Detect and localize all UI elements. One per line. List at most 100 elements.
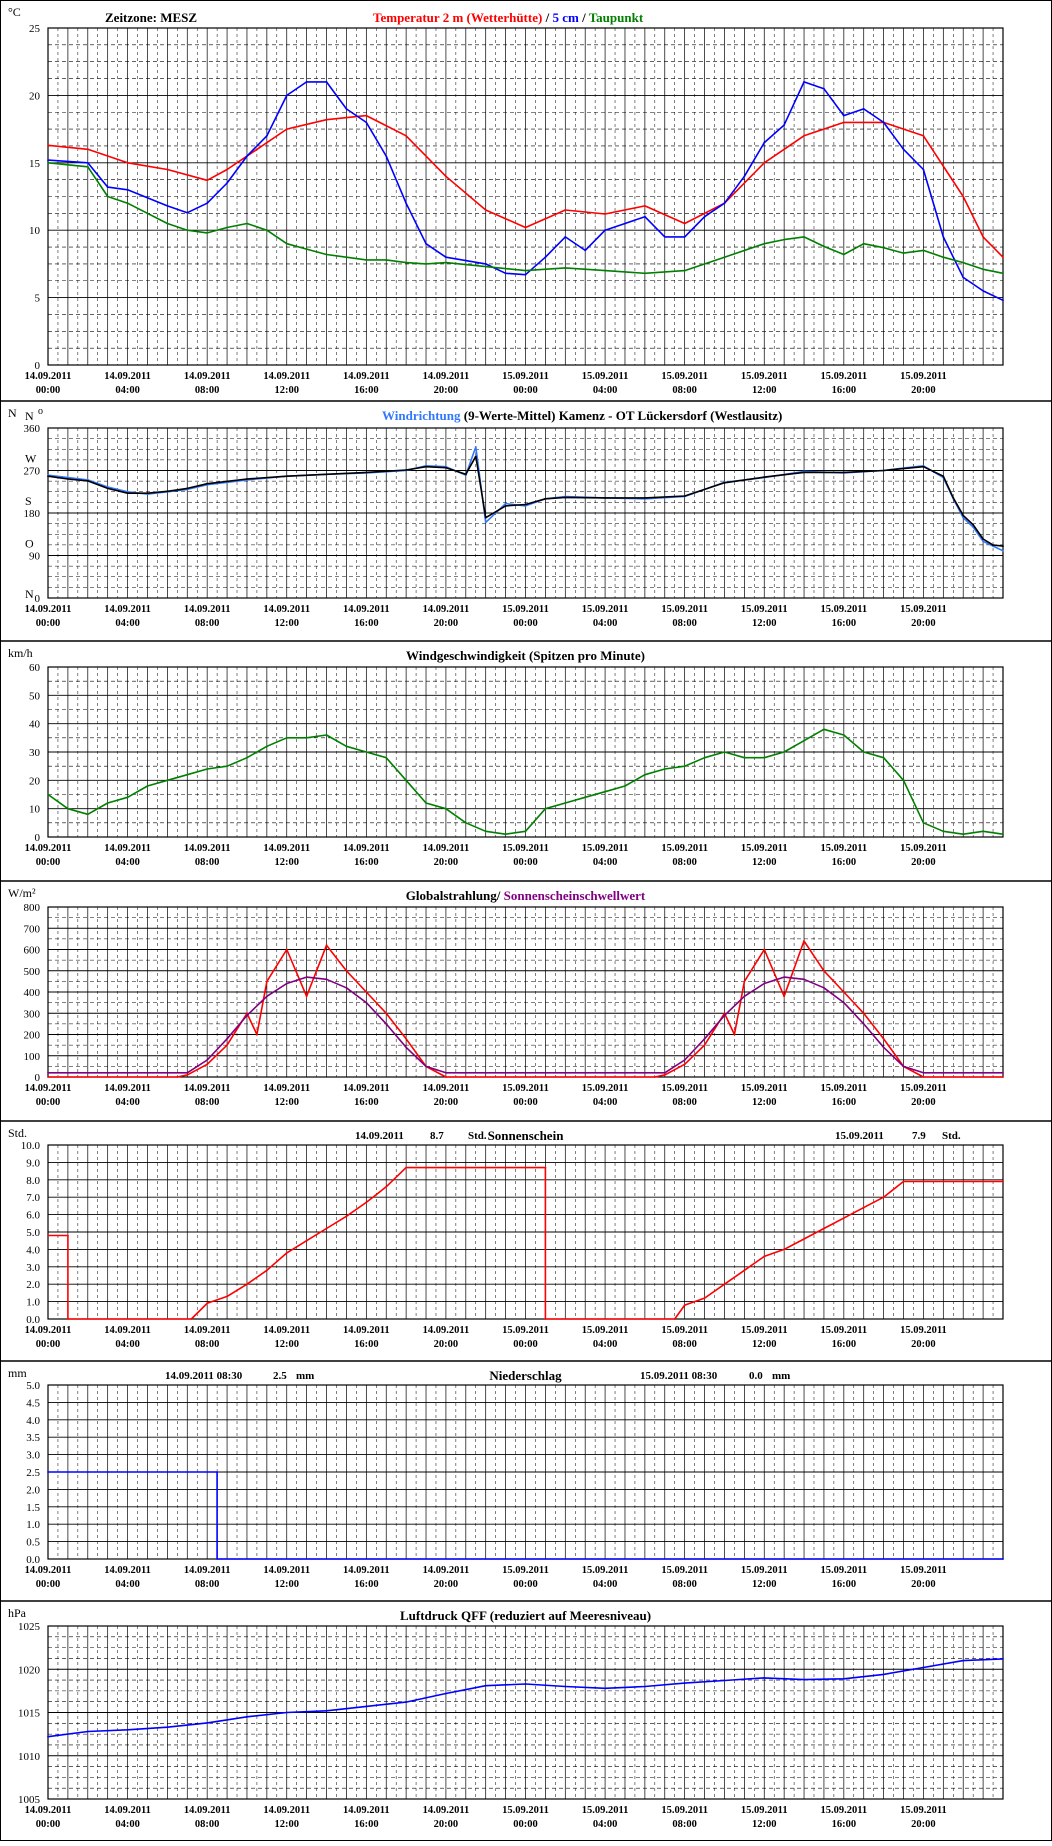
data-point xyxy=(842,471,845,474)
data-point xyxy=(982,236,984,238)
x-tick-time: 20:00 xyxy=(911,385,936,396)
summary-value: 2.5 xyxy=(273,1370,287,1382)
data-point xyxy=(166,779,169,782)
data-point xyxy=(266,745,268,748)
data-point xyxy=(922,1180,925,1183)
data-point xyxy=(644,1685,646,1688)
data-point xyxy=(246,478,248,480)
data-point xyxy=(763,476,766,478)
x-tick-time: 04:00 xyxy=(593,618,618,629)
data-point xyxy=(365,1201,368,1204)
title-part: / xyxy=(579,10,589,25)
data-point xyxy=(733,1033,736,1036)
data-point xyxy=(584,249,587,252)
data-point xyxy=(186,1074,189,1076)
data-point xyxy=(882,756,885,759)
direction-label: N xyxy=(25,409,34,423)
x-tick-time: 16:00 xyxy=(354,1097,379,1108)
x-tick-time: 08:00 xyxy=(672,1339,697,1350)
data-point xyxy=(47,793,49,796)
data-point xyxy=(146,785,149,787)
x-tick-date: 14.09.2011 xyxy=(25,371,72,382)
data-point xyxy=(763,948,766,951)
title-part: Kamenz - OT Lückersdorf (Westlausitz) xyxy=(555,408,782,423)
data-point xyxy=(365,471,368,474)
data-point xyxy=(653,1076,656,1078)
data-point xyxy=(385,1023,388,1025)
x-tick-time: 12:00 xyxy=(275,1819,300,1830)
summary-value: 0.0 xyxy=(749,1370,763,1382)
x-tick-date: 15.09.2011 xyxy=(900,1565,947,1576)
direction-label: S xyxy=(25,494,32,508)
data-point xyxy=(86,165,89,168)
data-point xyxy=(216,1471,219,1473)
title-part: Taupunkt xyxy=(589,10,644,25)
summary-date: 14.09.2011 08:30 xyxy=(165,1370,243,1382)
data-point xyxy=(345,256,348,259)
data-point xyxy=(206,1722,209,1724)
x-tick-date: 15.09.2011 xyxy=(900,371,947,382)
data-point xyxy=(474,446,477,448)
data-point xyxy=(325,944,328,947)
data-point xyxy=(146,492,149,495)
data-point xyxy=(723,1014,726,1017)
data-point xyxy=(365,991,368,993)
data-point xyxy=(365,259,368,261)
x-tick-time: 00:00 xyxy=(513,1579,538,1590)
data-point xyxy=(325,978,328,981)
y-tick-label: 3.0 xyxy=(26,1450,40,1462)
x-tick-date: 15.09.2011 xyxy=(502,843,549,854)
x-tick-date: 15.09.2011 xyxy=(502,1325,549,1336)
data-point xyxy=(823,728,825,731)
data-point xyxy=(862,1206,865,1209)
x-tick-date: 15.09.2011 xyxy=(502,604,549,615)
x-tick-date: 14.09.2011 xyxy=(104,604,151,615)
data-point xyxy=(624,785,626,787)
title-part: Sonnenscheinschwellwert xyxy=(504,888,646,903)
summary-unit: Std. xyxy=(942,1130,961,1142)
data-point xyxy=(47,161,49,164)
data-point xyxy=(425,802,427,804)
data-point xyxy=(1002,256,1004,259)
data-point xyxy=(663,1074,666,1076)
y-tick-label: 50 xyxy=(29,690,41,702)
x-tick-time: 12:00 xyxy=(275,1339,300,1350)
data-point xyxy=(922,249,925,252)
series-line xyxy=(47,81,1004,302)
data-point xyxy=(106,802,109,804)
data-point xyxy=(922,1076,925,1078)
data-point xyxy=(206,232,209,234)
data-point xyxy=(325,118,328,121)
title-part: / xyxy=(542,10,552,25)
data-point xyxy=(982,290,984,292)
x-tick-date: 14.09.2011 xyxy=(184,1805,231,1816)
x-tick-date: 14.09.2011 xyxy=(263,843,310,854)
data-point xyxy=(982,830,984,833)
data-point xyxy=(743,1269,746,1272)
x-tick-time: 00:00 xyxy=(36,618,61,629)
data-point xyxy=(743,980,746,983)
data-point xyxy=(663,1071,666,1074)
x-tick-time: 12:00 xyxy=(752,385,777,396)
data-point xyxy=(246,756,248,759)
x-tick-date: 15.09.2011 xyxy=(820,371,867,382)
data-point xyxy=(663,768,666,770)
x-tick-time: 00:00 xyxy=(36,1339,61,1350)
x-tick-time: 04:00 xyxy=(593,1579,618,1590)
x-tick-time: 04:00 xyxy=(115,1097,140,1108)
data-point xyxy=(524,505,527,507)
x-tick-date: 15.09.2011 xyxy=(900,1325,947,1336)
x-tick-time: 20:00 xyxy=(434,1097,459,1108)
data-point xyxy=(763,1677,766,1679)
x-tick-date: 14.09.2011 xyxy=(343,843,390,854)
x-tick-date: 15.09.2011 xyxy=(661,1325,708,1336)
data-point xyxy=(186,211,189,214)
x-tick-time: 20:00 xyxy=(911,1339,936,1350)
x-tick-date: 15.09.2011 xyxy=(582,1565,629,1576)
data-point xyxy=(544,807,547,810)
data-point xyxy=(285,128,288,131)
data-point xyxy=(325,734,328,736)
data-point xyxy=(862,1023,865,1025)
data-point xyxy=(226,168,229,171)
